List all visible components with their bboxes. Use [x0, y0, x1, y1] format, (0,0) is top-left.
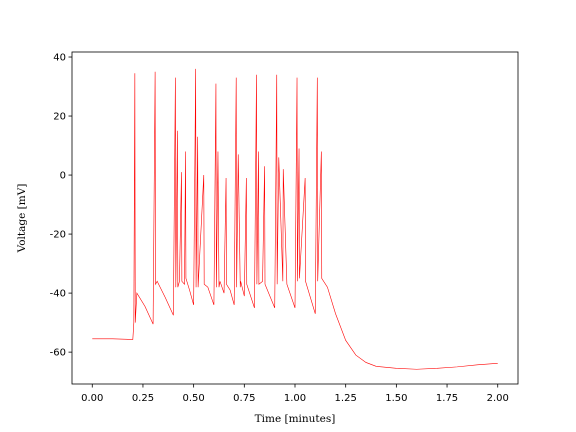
x-tick-label: 1.75 [436, 393, 458, 404]
x-tick-label: 2.00 [487, 393, 509, 404]
voltage-trace [92, 68, 498, 370]
y-tick-label: -20 [50, 230, 66, 241]
y-tick-label: 40 [53, 53, 66, 64]
x-tick-label: 0.50 [183, 393, 205, 404]
y-tick-label: 0 [60, 171, 66, 182]
x-tick-label: 1.25 [335, 393, 357, 404]
x-tick-label: 0.00 [81, 393, 103, 404]
y-tick-label: 20 [53, 112, 66, 123]
x-axis-label: Time [minutes] [255, 413, 336, 425]
y-tick-label: -40 [50, 289, 66, 300]
x-tick-label: 0.25 [132, 393, 154, 404]
y-axis-label: Voltage [mV] [16, 184, 28, 254]
y-tick-label: -60 [50, 348, 66, 359]
x-tick-label: 0.75 [233, 393, 255, 404]
x-tick-label: 1.50 [385, 393, 407, 404]
plot-frame [71, 51, 519, 385]
x-tick-label: 1.00 [284, 393, 306, 404]
